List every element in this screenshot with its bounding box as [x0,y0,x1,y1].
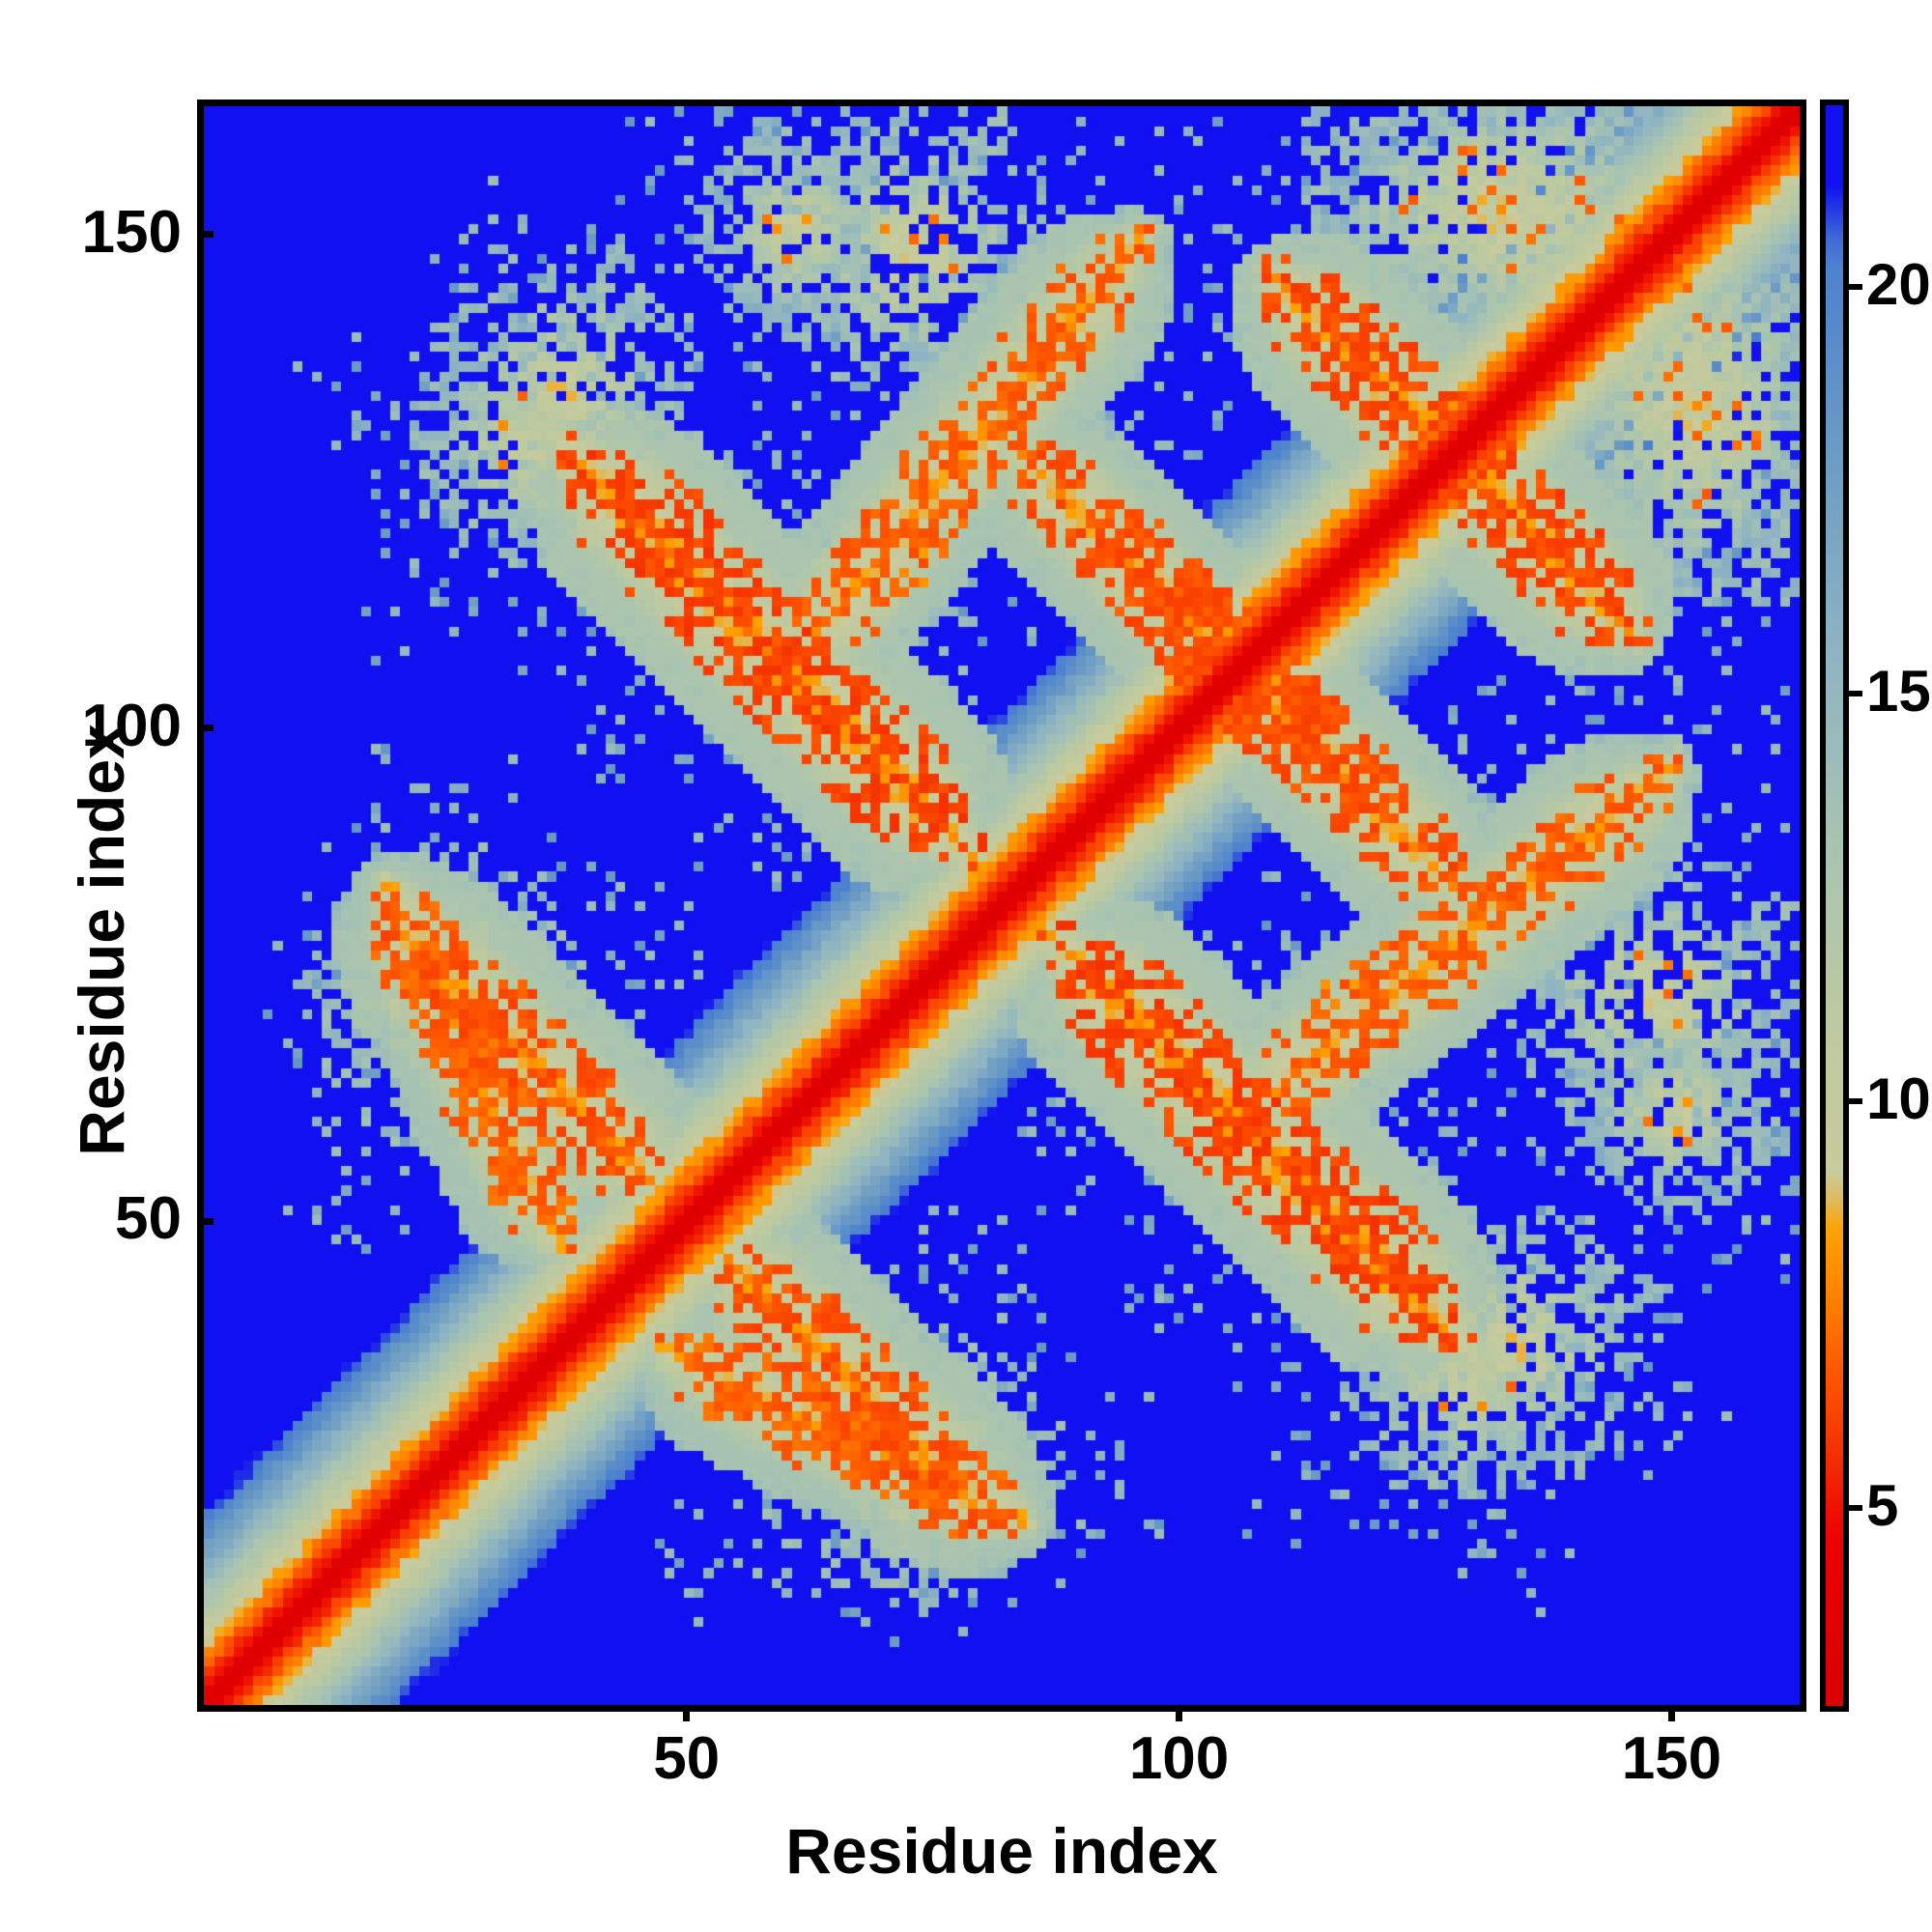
x-ticklabel-50: 50 [653,1725,721,1792]
colorbar-label-15: 15 [1866,659,1931,724]
x-ticklabel-150: 150 [1621,1725,1722,1792]
y-axis-label: Residue index [66,724,137,1156]
x-tick-150 [1667,1705,1675,1721]
colorbar-tick-10 [1849,1097,1862,1104]
colorbar [1820,99,1849,1712]
y-tick-150 [197,231,213,239]
colorbar-label-5: 5 [1866,1473,1899,1539]
colorbar-tick-5 [1849,1505,1862,1512]
colorbar-label-10: 10 [1866,1065,1931,1131]
y-ticklabel-150: 150 [81,198,182,266]
y-ticklabel-50: 50 [115,1185,182,1253]
x-ticklabel-100: 100 [1128,1725,1230,1792]
heatmap-canvas [204,106,1800,1705]
x-tick-50 [683,1705,691,1721]
colorbar-tick-15 [1849,691,1862,697]
y-ticklabel-100: 100 [81,692,182,759]
x-tick-100 [1176,1705,1183,1721]
x-axis-label: Residue index [785,1815,1218,1887]
colorbar-label-20: 20 [1866,251,1931,317]
colorbar-gradient [1826,105,1843,1706]
colorbar-tick-20 [1849,283,1862,290]
y-tick-50 [197,1217,213,1225]
y-tick-100 [197,724,213,732]
heatmap-plot-area [197,99,1806,1712]
